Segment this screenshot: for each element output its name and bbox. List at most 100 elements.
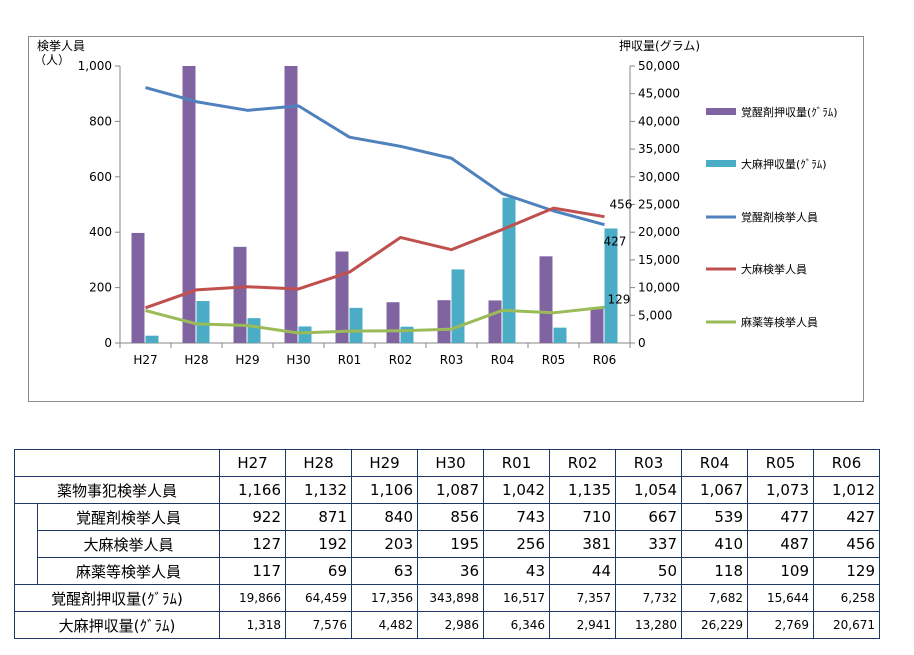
table-header-row: H27 H28 H29 H30 R01 R02 R03 R04 R05 R06 <box>14 449 880 477</box>
table-cell: 1,106 <box>351 476 418 504</box>
table-cell: 7,576 <box>285 611 352 639</box>
table-cell: 1,135 <box>549 476 616 504</box>
x-tick-label: R02 <box>389 353 413 367</box>
table-cell: 7,682 <box>681 584 748 612</box>
data-label-narcotics-last: 129 <box>608 292 631 306</box>
table-header-cell: R02 <box>549 449 616 477</box>
table-header-cell: R06 <box>813 449 880 477</box>
table-cell: 192 <box>285 530 352 558</box>
x-tick-label: R05 <box>542 353 566 367</box>
narcotics-arrests-line <box>145 305 605 335</box>
bar-cannabis-seizure <box>298 326 312 343</box>
table-header-cell: R05 <box>747 449 814 477</box>
x-tick-label: R06 <box>593 353 617 367</box>
table-row-label: 薬物事犯検挙人員 <box>14 476 220 504</box>
x-tick-label: H28 <box>184 353 208 367</box>
table-cell: 456 <box>813 530 880 558</box>
table-header-cell: R01 <box>483 449 550 477</box>
table-cell: 195 <box>417 530 484 558</box>
table-cell: 343,898 <box>417 584 484 612</box>
table-indent-cell <box>14 557 38 585</box>
right-tick-label: 0 <box>638 336 646 350</box>
legend-cannabis-seizure-swatch <box>706 160 736 167</box>
bar-cannabis-seizure <box>553 327 567 343</box>
table-cell: 36 <box>417 557 484 585</box>
cannabis-arrests-line <box>145 206 605 310</box>
table-row-label: 大麻検挙人員 <box>37 530 220 558</box>
bar-cannabis-seizure <box>349 307 363 343</box>
bar-cannabis-seizure <box>247 318 261 343</box>
table-cell: 16,517 <box>483 584 550 612</box>
table-cell: 427 <box>813 503 880 531</box>
right-tick-label: 5,000 <box>638 308 672 322</box>
bar-stimulant-seizure <box>488 300 502 343</box>
bar-cannabis-seizure <box>502 197 516 343</box>
legend-cannabis-seizure-label: 大麻押収量(ｸﾞﾗﾑ) <box>741 157 827 171</box>
table-cell: 1,087 <box>417 476 484 504</box>
table-cell: 1,067 <box>681 476 748 504</box>
bar-cannabis-seizure <box>196 301 210 343</box>
table-cell: 256 <box>483 530 550 558</box>
left-tick-label: 600 <box>89 170 112 184</box>
table-cell: 2,769 <box>747 611 814 639</box>
table-header-cell: H27 <box>219 449 286 477</box>
left-tick-label: 400 <box>89 225 112 239</box>
right-tick-label: 30,000 <box>638 170 680 184</box>
table-cell: 477 <box>747 503 814 531</box>
bar-cannabis-seizure <box>145 335 159 343</box>
right-tick-label: 10,000 <box>638 281 680 295</box>
legend-stimulant-arrests-label: 覚醒剤検挙人員 <box>741 210 818 224</box>
table-cell: 381 <box>549 530 616 558</box>
left-tick-label: 0 <box>104 336 112 350</box>
table-cell: 118 <box>681 557 748 585</box>
table-row: 覚醒剤検挙人員 922 871 840 856 743 710 667 539 477 427 <box>14 503 880 531</box>
table-cell: 2,986 <box>417 611 484 639</box>
table-cell: 69 <box>285 557 352 585</box>
table-cell: 710 <box>549 503 616 531</box>
bar-stimulant-seizure <box>284 66 298 343</box>
table-row: 麻薬等検挙人員 117 69 63 36 43 44 50 118 109 129 <box>14 557 880 585</box>
table-header-cell: R03 <box>615 449 682 477</box>
bar-stimulant-seizure <box>386 302 400 343</box>
table-indent-cell <box>14 530 38 558</box>
chart-frame: 0 200 400 600 800 1,000 0 5,000 10,000 15,000 20,0… <box>28 36 864 402</box>
table-cell: 840 <box>351 503 418 531</box>
table-corner-cell <box>14 449 220 477</box>
bar-stimulant-seizure <box>437 300 451 343</box>
table-cell: 487 <box>747 530 814 558</box>
bar-cannabis-seizure <box>604 228 618 343</box>
table-header-cell: R04 <box>681 449 748 477</box>
table-cell: 26,229 <box>681 611 748 639</box>
table-cell: 7,357 <box>549 584 616 612</box>
table-cell: 667 <box>615 503 682 531</box>
table-cell: 6,346 <box>483 611 550 639</box>
table-cell: 44 <box>549 557 616 585</box>
table-cell: 1,132 <box>285 476 352 504</box>
table-cell: 1,012 <box>813 476 880 504</box>
table-cell: 743 <box>483 503 550 531</box>
table-cell: 43 <box>483 557 550 585</box>
bar-cannabis-seizure <box>451 269 465 343</box>
table-row: 大麻押収量(ｸﾞﾗﾑ) 1,318 7,576 4,482 2,986 6,346 2,94… <box>14 611 880 639</box>
table-cell: 922 <box>219 503 286 531</box>
data-label-cannabis-last: 456 <box>610 198 633 212</box>
legend-stimulant-seizure-label: 覚醒剤押収量(ｸﾞﾗﾑ) <box>741 105 838 119</box>
table-row-label: 麻薬等検挙人員 <box>37 557 220 585</box>
table-cell: 410 <box>681 530 748 558</box>
stimulant-arrests-line <box>145 86 605 227</box>
table-row-label: 大麻押収量(ｸﾞﾗﾑ) <box>14 611 220 639</box>
x-tick-label: H27 <box>133 353 157 367</box>
table-row: 大麻検挙人員 127 192 203 195 256 381 337 410 487 456 <box>14 530 880 558</box>
data-label-stimulant-last: 427 <box>604 235 627 249</box>
table-cell: 856 <box>417 503 484 531</box>
table-cell: 109 <box>747 557 814 585</box>
table-cell: 13,280 <box>615 611 682 639</box>
table-cell: 337 <box>615 530 682 558</box>
table-cell: 1,054 <box>615 476 682 504</box>
x-tick-label: H29 <box>235 353 259 367</box>
x-tick-label: H30 <box>286 353 310 367</box>
table-cell: 539 <box>681 503 748 531</box>
table-header-cell: H30 <box>417 449 484 477</box>
table-cell: 17,356 <box>351 584 418 612</box>
table-row-label: 覚醒剤押収量(ｸﾞﾗﾑ) <box>14 584 220 612</box>
